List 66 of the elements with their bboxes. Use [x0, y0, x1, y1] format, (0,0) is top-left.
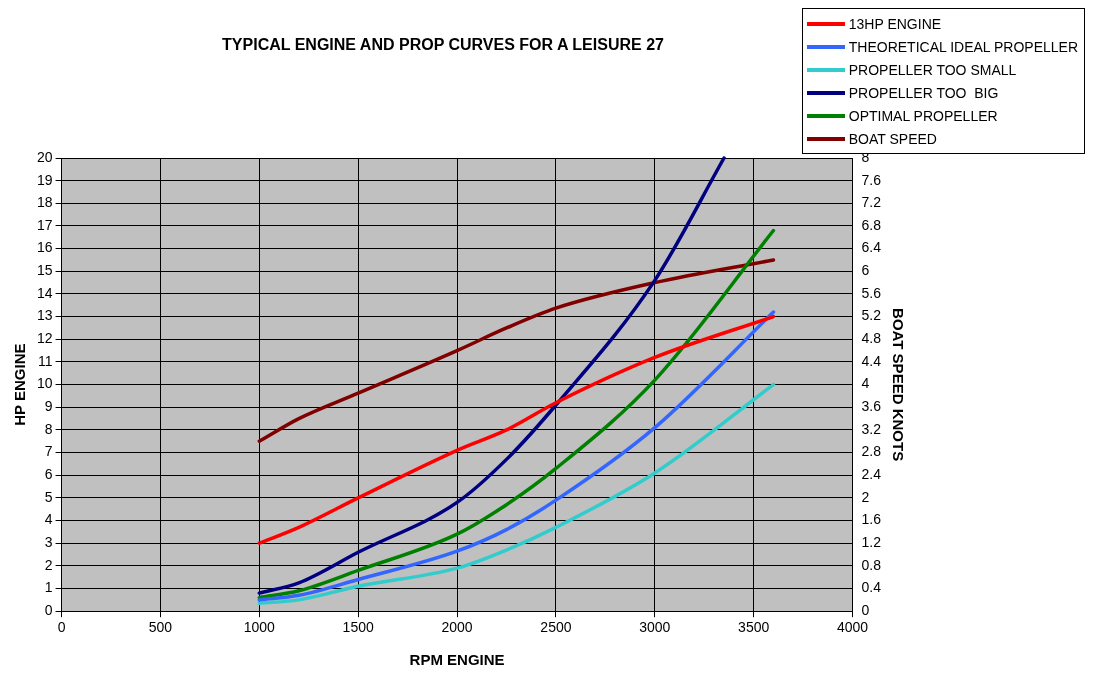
line-series [257, 156, 726, 595]
y-tick-label: 15 [36, 262, 53, 279]
y-tick-label: 19 [36, 171, 53, 188]
y-tick-label: 2 [44, 556, 53, 573]
line-series [257, 314, 776, 545]
y-tick-label: 7 [44, 443, 53, 460]
chart-title: TYPICAL ENGINE AND PROP CURVES FOR A LEISURE 27 [222, 36, 664, 53]
y2-tick-label: 1.6 [861, 511, 882, 528]
y2-tick-label: 0.4 [861, 579, 882, 596]
y-tick-label: 17 [36, 216, 53, 233]
y2-tick-label: 1.2 [861, 534, 882, 551]
y2-tick-label: 4 [861, 375, 870, 392]
legend-label: 13HP ENGINE [848, 15, 942, 32]
x-tick-label: 0 [57, 619, 66, 636]
y2-tick-label: 3.6 [861, 398, 882, 415]
y2-tick-label: 5.6 [861, 284, 882, 301]
y-tick-label: 18 [36, 194, 53, 211]
y-tick-label: 10 [36, 375, 53, 392]
y2-tick-label: 2.8 [861, 443, 882, 460]
y-tick-label: 14 [36, 284, 53, 301]
x-tick-label: 500 [148, 619, 173, 636]
y2-axis-title: BOAT SPEED KNOTS [889, 308, 907, 462]
x-tick-label: 3500 [738, 619, 770, 636]
x-tick-label: 3000 [639, 619, 671, 636]
y2-tick-label: 4.8 [861, 330, 882, 347]
y-tick-label: 20 [36, 148, 53, 165]
legend-label: PROPELLER TOO BIG [848, 84, 999, 101]
x-tick-label: 4000 [836, 619, 869, 636]
y-tick-label: 3 [44, 534, 53, 551]
y-tick-label: 16 [36, 239, 53, 256]
y2-tick-label: 2.4 [861, 466, 882, 483]
legend-label: BOAT SPEED [848, 130, 937, 147]
y2-tick-label: 0.8 [861, 556, 882, 573]
y-tick-label: 13 [36, 307, 53, 324]
line-series [257, 228, 776, 600]
legend-label: PROPELLER TOO SMALL [848, 61, 1017, 78]
y-tick-label: 9 [44, 398, 53, 415]
line-series [257, 258, 776, 443]
y2-tick-label: 6 [861, 262, 870, 279]
legend-label: OPTIMAL PROPELLER [848, 107, 998, 124]
y2-tick-label: 6.8 [861, 216, 882, 233]
y2-tick-label: 7.2 [861, 194, 882, 211]
y2-tick-label: 6.4 [861, 239, 882, 256]
x-tick-label: 1500 [342, 619, 374, 636]
y-tick-label: 5 [44, 488, 53, 505]
y2-tick-label: 2 [861, 488, 870, 505]
y-tick-label: 8 [44, 420, 53, 437]
y-tick-label: 0 [44, 602, 53, 619]
y2-tick-label: 3.2 [861, 420, 882, 437]
line-series [257, 310, 776, 602]
y-axis-title: HP ENGINE [11, 343, 29, 426]
y2-tick-label: 4.4 [861, 352, 882, 369]
y-tick-label: 1 [44, 579, 53, 596]
x-tick-label: 2500 [540, 619, 572, 636]
y-tick-label: 6 [44, 466, 53, 483]
legend-label: THEORETICAL IDEAL PROPELLER [848, 38, 1078, 55]
y2-tick-label: 5.2 [861, 307, 882, 324]
x-tick-label: 2000 [441, 619, 473, 636]
y-tick-label: 11 [38, 352, 53, 369]
y2-tick-label: 0 [861, 602, 870, 619]
line-series [257, 382, 776, 606]
y-tick-label: 12 [36, 330, 53, 347]
y-tick-label: 4 [44, 511, 53, 528]
x-tick-label: 1000 [243, 619, 276, 636]
y2-tick-label: 7.6 [861, 171, 882, 188]
x-axis-title: RPM ENGINE [409, 651, 505, 669]
